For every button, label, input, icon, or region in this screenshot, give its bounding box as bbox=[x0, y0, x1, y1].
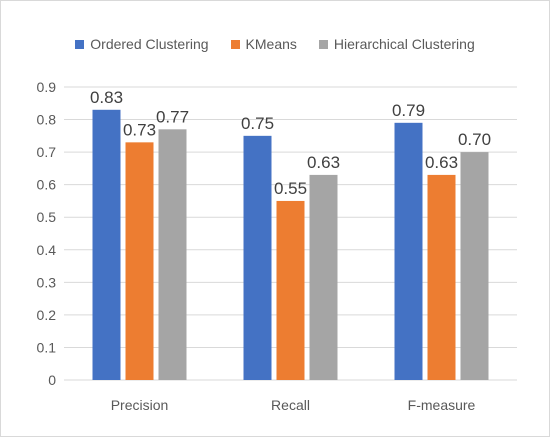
x-category-label: F-measure bbox=[408, 397, 476, 413]
y-tick-label: 0.4 bbox=[37, 242, 57, 258]
y-tick-label: 0.2 bbox=[37, 307, 57, 323]
data-label: 0.70 bbox=[458, 130, 491, 149]
bar-hierarchical-clustering bbox=[158, 129, 187, 380]
x-category-label: Precision bbox=[111, 397, 169, 413]
bar-ordered-clustering bbox=[92, 109, 121, 381]
bar-kmeans bbox=[276, 200, 305, 380]
bar-kmeans bbox=[125, 142, 154, 380]
data-label: 0.83 bbox=[90, 88, 123, 107]
y-tick-label: 0.9 bbox=[37, 79, 57, 95]
bar-kmeans bbox=[427, 174, 456, 380]
data-label: 0.55 bbox=[274, 179, 307, 198]
bar-ordered-clustering bbox=[394, 122, 423, 381]
data-label: 0.77 bbox=[156, 107, 189, 126]
legend-swatch-hierarchical-clustering bbox=[318, 39, 328, 49]
data-label: 0.63 bbox=[307, 153, 340, 172]
y-tick-label: 0.8 bbox=[37, 112, 57, 128]
data-label: 0.63 bbox=[425, 153, 458, 172]
legend-swatch-kmeans bbox=[230, 39, 240, 49]
x-category-label: Recall bbox=[271, 397, 310, 413]
bar-hierarchical-clustering bbox=[460, 152, 489, 380]
y-tick-label: 0.1 bbox=[37, 339, 57, 355]
legend-label-kmeans: KMeans bbox=[245, 36, 297, 52]
y-tick-label: 0.3 bbox=[37, 274, 57, 290]
y-tick-label: 0.5 bbox=[37, 209, 57, 225]
legend-item-ordered-clustering: Ordered Clustering bbox=[75, 36, 209, 52]
data-label: 0.75 bbox=[241, 114, 274, 133]
legend-swatch-ordered-clustering bbox=[75, 39, 85, 49]
legend-item-hierarchical-clustering: Hierarchical Clustering bbox=[318, 36, 475, 52]
bar-hierarchical-clustering bbox=[309, 174, 338, 380]
legend-label-hierarchical-clustering: Hierarchical Clustering bbox=[333, 36, 475, 52]
data-label: 0.73 bbox=[123, 120, 156, 139]
bar-ordered-clustering bbox=[243, 135, 272, 380]
y-tick-label: 0.6 bbox=[37, 177, 57, 193]
legend: Ordered Clustering KMeans Hierarchical C… bbox=[0, 36, 550, 52]
legend-label-ordered-clustering: Ordered Clustering bbox=[90, 36, 209, 52]
data-label: 0.79 bbox=[392, 101, 425, 120]
legend-item-kmeans: KMeans bbox=[230, 36, 297, 52]
y-tick-label: 0 bbox=[48, 372, 56, 388]
y-tick-label: 0.7 bbox=[37, 144, 57, 160]
